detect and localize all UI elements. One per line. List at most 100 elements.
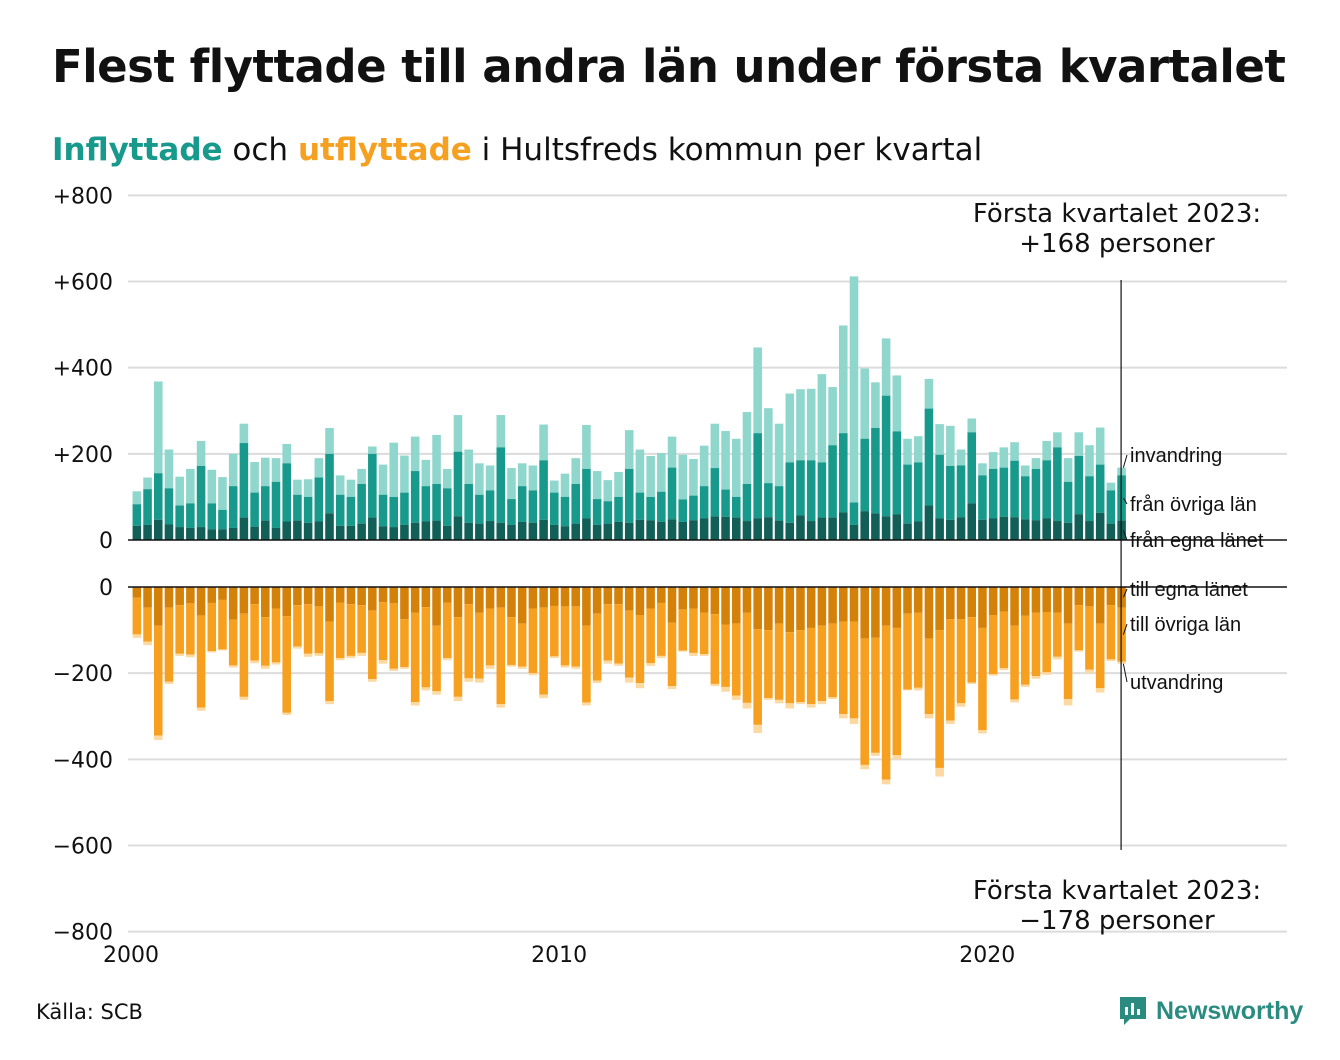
- bar-fran-egna-lanet: [817, 517, 827, 540]
- bar-utvandring: [228, 665, 238, 668]
- bar-utvandring: [881, 779, 891, 785]
- bar-utvandring: [796, 702, 805, 705]
- bar-fran-ovriga-lan: [400, 492, 409, 525]
- bar-fran-ovriga-lan: [764, 483, 773, 518]
- bar-fran-egna-lanet: [517, 521, 527, 540]
- bar-fran-ovriga-lan: [196, 465, 206, 528]
- bar-utvandring: [721, 686, 730, 692]
- bar-till-ovriga-lan: [742, 612, 752, 703]
- bar-fran-egna-lanet: [678, 521, 688, 540]
- bar-till-egna-lanet: [892, 587, 902, 628]
- bar-till-ovriga-lan: [314, 606, 324, 654]
- bar-utvandring: [442, 658, 452, 661]
- bar-fran-ovriga-lan: [442, 488, 452, 526]
- bar-fran-ovriga-lan: [560, 496, 570, 527]
- bar-till-egna-lanet: [143, 587, 152, 608]
- bar-utvandring: [689, 652, 698, 656]
- chart-subtitle: Inflyttade och utflyttade i Hultsfreds k…: [52, 132, 982, 168]
- bar-till-egna-lanet: [282, 587, 291, 617]
- bar-fran-egna-lanet: [731, 517, 741, 540]
- bar-fran-ovriga-lan: [839, 433, 848, 513]
- bar-invandring: [314, 458, 324, 478]
- bar-till-egna-lanet: [603, 587, 613, 605]
- bar-invandring: [325, 427, 334, 454]
- bar-till-egna-lanet: [239, 587, 249, 614]
- bar-utvandring: [421, 687, 431, 691]
- bar-utvandring: [153, 735, 163, 740]
- bar-fran-egna-lanet: [1063, 522, 1073, 540]
- bar-till-ovriga-lan: [485, 608, 495, 666]
- bar-fran-egna-lanet: [1074, 514, 1084, 540]
- bar-fran-egna-lanet: [239, 517, 249, 540]
- bar-fran-ovriga-lan: [507, 499, 516, 525]
- bar-till-egna-lanet: [860, 587, 869, 639]
- bar-invandring: [603, 480, 613, 502]
- bar-invandring: [1053, 432, 1062, 448]
- bar-till-ovriga-lan: [207, 602, 217, 652]
- bar-till-egna-lanet: [646, 587, 655, 609]
- bar-utvandring: [464, 678, 473, 682]
- label-leader-line: [1122, 663, 1128, 683]
- bar-till-ovriga-lan: [796, 630, 805, 703]
- bar-fran-egna-lanet: [432, 520, 441, 540]
- bar-utvandring: [892, 755, 902, 760]
- bar-fran-egna-lanet: [764, 517, 773, 540]
- bar-invandring: [742, 412, 752, 484]
- bar-till-ovriga-lan: [453, 617, 463, 697]
- bar-fran-ovriga-lan: [1085, 476, 1094, 522]
- bar-till-ovriga-lan: [196, 615, 206, 708]
- bar-invandring: [839, 325, 848, 434]
- bar-till-egna-lanet: [764, 587, 773, 631]
- bar-till-egna-lanet: [742, 587, 752, 613]
- bar-till-ovriga-lan: [699, 612, 709, 655]
- bar-fran-ovriga-lan: [828, 445, 837, 518]
- bar-till-egna-lanet: [881, 587, 891, 626]
- bar-fran-egna-lanet: [603, 523, 613, 540]
- bar-utvandring: [849, 718, 859, 724]
- bar-utvandring: [1095, 688, 1105, 693]
- bar-fran-egna-lanet: [389, 527, 399, 540]
- bar-fran-egna-lanet: [410, 522, 420, 540]
- bar-invandring: [293, 479, 302, 495]
- bar-fran-egna-lanet: [721, 516, 730, 540]
- label-leader-line: [1122, 623, 1128, 635]
- bar-invandring: [903, 438, 912, 465]
- bar-till-ovriga-lan: [517, 623, 527, 667]
- bar-invandring: [282, 443, 291, 464]
- bar-utvandring: [335, 658, 345, 661]
- bar-fran-ovriga-lan: [935, 454, 944, 519]
- label-leader-line: [1122, 497, 1128, 505]
- bar-fran-ovriga-lan: [603, 501, 613, 524]
- bar-fran-egna-lanet: [560, 526, 570, 540]
- bar-invandring: [475, 463, 484, 495]
- bar-till-egna-lanet: [1031, 587, 1041, 613]
- bar-fran-ovriga-lan: [999, 467, 1009, 517]
- bar-invandring: [1074, 432, 1084, 456]
- bar-fran-egna-lanet: [153, 519, 163, 540]
- bar-till-ovriga-lan: [956, 619, 966, 704]
- bar-invandring: [592, 471, 602, 500]
- bar-till-egna-lanet: [956, 587, 966, 620]
- bar-utvandring: [1074, 650, 1084, 652]
- bar-fran-ovriga-lan: [1020, 476, 1030, 520]
- label-utvandring: utvandring: [1130, 672, 1223, 694]
- bar-invandring: [368, 446, 377, 454]
- bar-fran-ovriga-lan: [817, 462, 827, 518]
- bar-utvandring: [710, 683, 720, 687]
- bar-till-ovriga-lan: [710, 614, 720, 684]
- bar-till-ovriga-lan: [806, 627, 816, 705]
- bar-fran-ovriga-lan: [421, 486, 431, 522]
- bar-till-egna-lanet: [1095, 587, 1105, 624]
- bar-till-egna-lanet: [785, 587, 795, 633]
- bar-till-egna-lanet: [560, 587, 570, 607]
- bar-till-ovriga-lan: [421, 607, 431, 688]
- annotation-top-line2: +168 personer: [1019, 229, 1215, 259]
- bar-till-egna-lanet: [710, 587, 720, 615]
- bar-till-egna-lanet: [378, 587, 388, 603]
- bar-fran-egna-lanet: [624, 522, 634, 540]
- bar-till-egna-lanet: [186, 587, 195, 604]
- bar-fran-ovriga-lan: [689, 495, 698, 521]
- bar-utvandring: [293, 646, 302, 649]
- bar-utvandring: [475, 678, 484, 683]
- bar-till-egna-lanet: [721, 587, 730, 625]
